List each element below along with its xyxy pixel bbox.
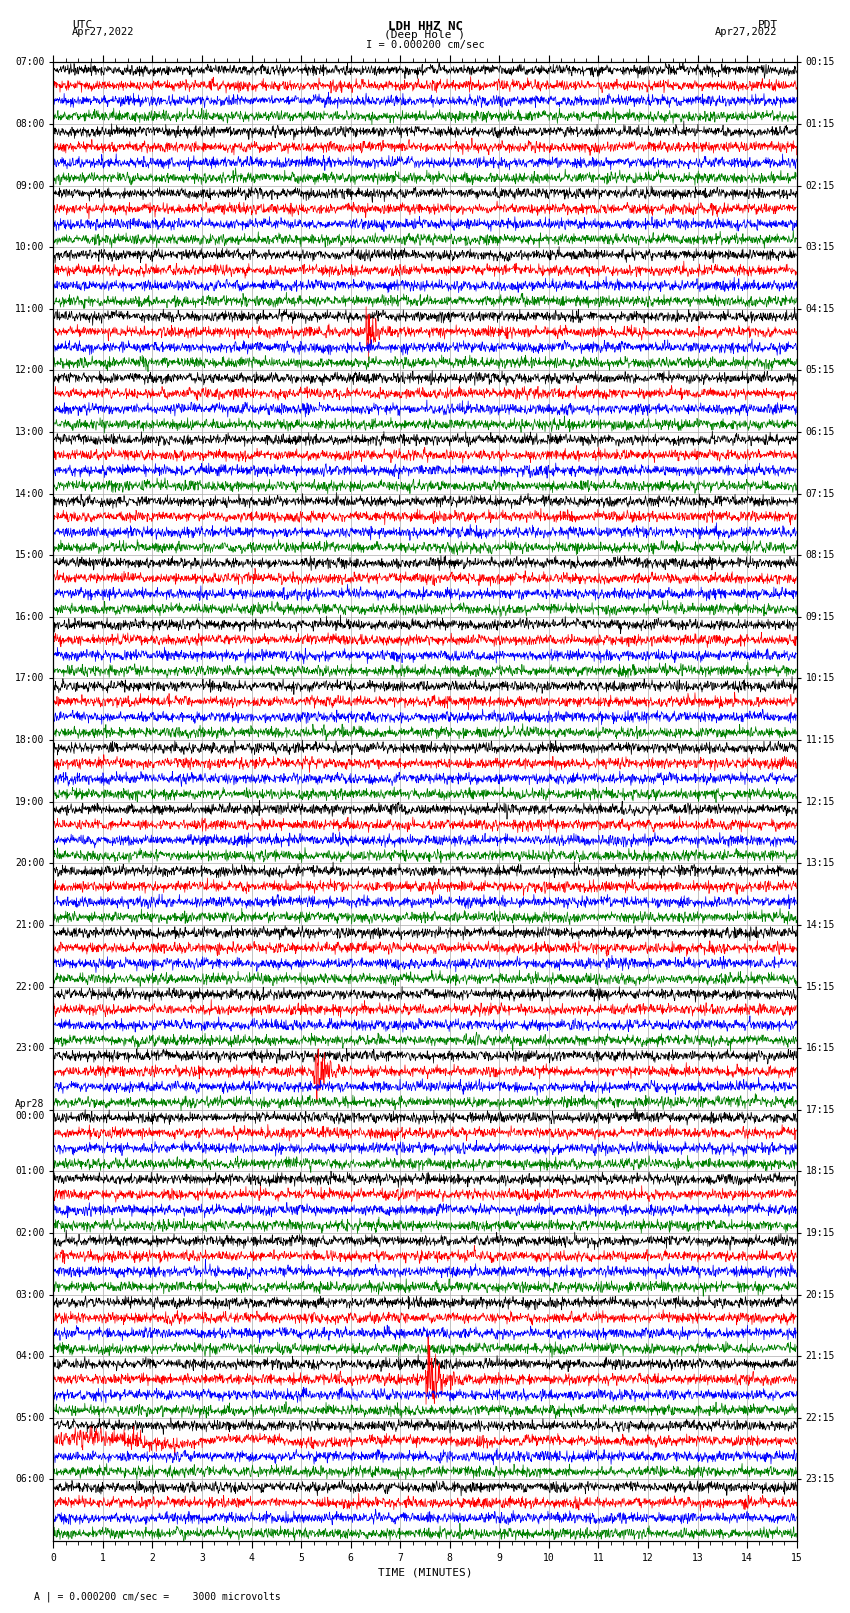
Text: LDH HHZ NC: LDH HHZ NC (388, 19, 462, 34)
Text: UTC: UTC (72, 19, 93, 31)
Text: (Deep Hole ): (Deep Hole ) (384, 31, 466, 40)
Text: PDT: PDT (757, 19, 778, 31)
Text: Apr27,2022: Apr27,2022 (72, 26, 135, 37)
Text: A | = 0.000200 cm/sec =    3000 microvolts: A | = 0.000200 cm/sec = 3000 microvolts (34, 1590, 280, 1602)
Text: Apr27,2022: Apr27,2022 (715, 26, 778, 37)
X-axis label: TIME (MINUTES): TIME (MINUTES) (377, 1568, 473, 1578)
Text: I = 0.000200 cm/sec: I = 0.000200 cm/sec (366, 39, 484, 50)
